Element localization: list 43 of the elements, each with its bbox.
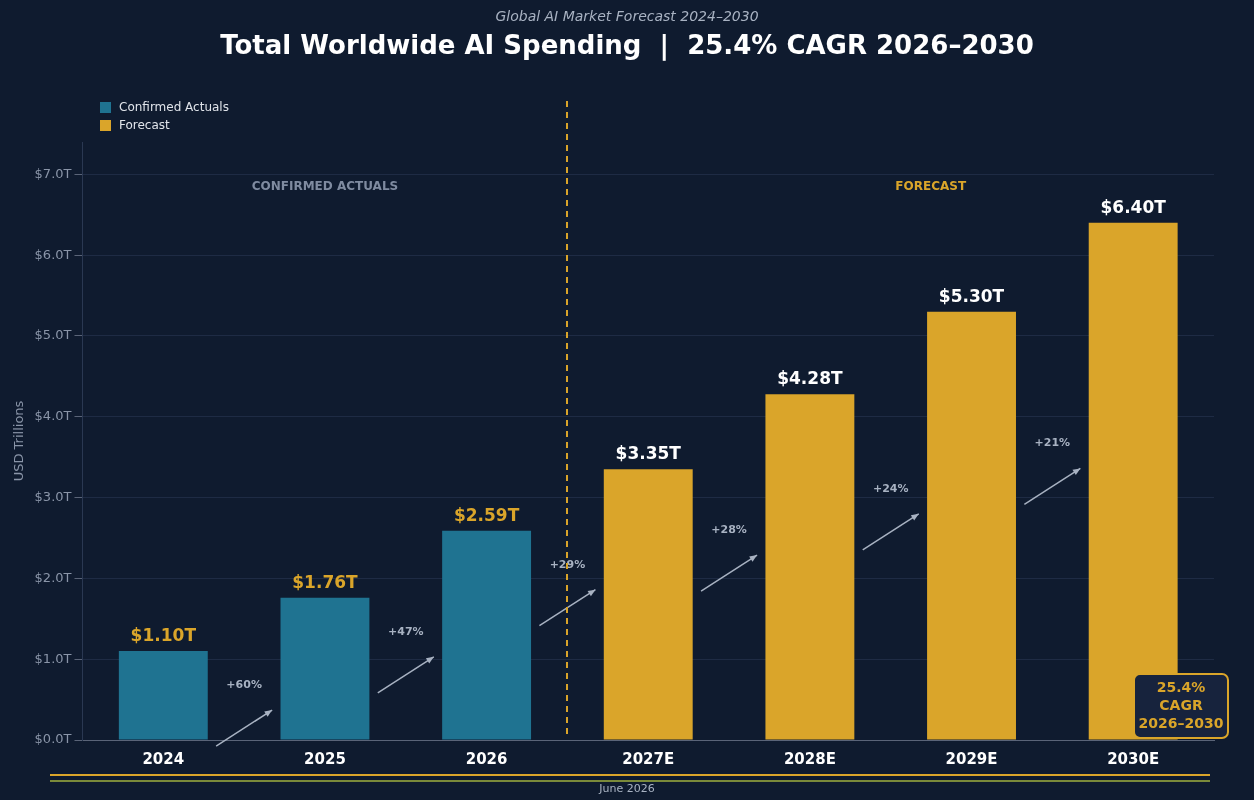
- data-label: $1.10T: [130, 625, 197, 646]
- y-tick-label: $7.0T: [34, 165, 72, 181]
- annotation: +28%: [711, 523, 747, 537]
- chart-title: Total Worldwide AI Spending | 25.4% CAGR 2026–2030: [219, 30, 1035, 60]
- annotation: +24%: [872, 481, 909, 495]
- data-label: $3.35T: [615, 443, 682, 464]
- annotation: +60%: [226, 678, 262, 692]
- x-tick-label: 2025: [304, 749, 346, 768]
- legend-label: Confirmed Actuals: [118, 100, 229, 114]
- bar: [118, 651, 208, 740]
- x-tick-label: 2030E: [1107, 749, 1160, 768]
- y-tick-label: $4.0T: [34, 408, 72, 424]
- x-tick-label: 2027E: [622, 749, 675, 768]
- y-tick-label: $6.0T: [34, 246, 72, 262]
- text: June 2026: [597, 782, 656, 795]
- data-label: $1.76T: [292, 571, 359, 592]
- bar: [442, 530, 532, 740]
- bar: [603, 469, 693, 740]
- annotation: 25.4% CAGR 2026–2030: [1138, 678, 1224, 731]
- annotation: CONFIRMED ACTUALS: [251, 178, 399, 193]
- data-label: $6.40T: [1100, 196, 1167, 217]
- bar: [280, 597, 370, 740]
- y-axis-title: USD Trillions: [11, 400, 27, 482]
- annotation: +47%: [388, 624, 424, 638]
- bar: [765, 394, 855, 740]
- y-tick-label: $2.0T: [34, 569, 72, 585]
- y-tick-label: $5.0T: [34, 327, 72, 343]
- y-tick-label: $1.0T: [34, 650, 72, 666]
- data-label: $2.59T: [453, 504, 520, 525]
- y-tick-label: $0.0T: [34, 731, 72, 747]
- x-tick-label: 2024: [142, 749, 185, 768]
- y-tick-label: $3.0T: [34, 488, 72, 504]
- annotation: +29%: [549, 557, 586, 571]
- annotation: FORECAST: [895, 178, 967, 193]
- data-label: $4.28T: [777, 368, 843, 389]
- x-tick-label: 2029E: [945, 749, 998, 768]
- x-tick-label: 2026: [465, 749, 508, 768]
- data-label: $5.30T: [938, 285, 1005, 306]
- bar: [927, 311, 1016, 740]
- legend-label: Forecast: [118, 118, 171, 132]
- annotation: +21%: [1034, 436, 1071, 450]
- chart-subtitle: Global AI Market Forecast 2024–2030: [494, 7, 760, 24]
- x-tick-label: 2028E: [783, 749, 836, 768]
